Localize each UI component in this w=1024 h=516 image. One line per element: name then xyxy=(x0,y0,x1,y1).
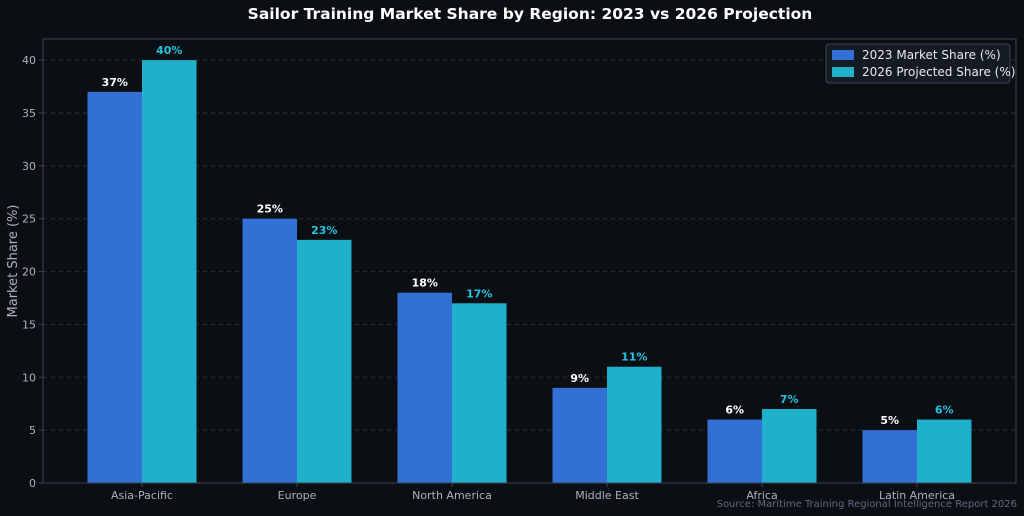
bar xyxy=(242,218,297,483)
data-label: 23% xyxy=(311,224,337,237)
y-tick-label: 20 xyxy=(22,266,36,279)
x-tick-label: Middle East xyxy=(575,489,639,502)
data-label: 7% xyxy=(780,393,799,406)
x-tick-label: Asia-Pacific xyxy=(111,489,173,502)
data-label: 25% xyxy=(257,203,283,216)
bar xyxy=(707,419,762,483)
chart-title: Sailor Training Market Share by Region: … xyxy=(248,5,813,23)
y-tick-label: 25 xyxy=(22,213,36,226)
data-label: 6% xyxy=(725,404,744,417)
bar xyxy=(917,419,972,483)
y-tick-label: 15 xyxy=(22,318,36,331)
x-tick-label: Africa xyxy=(746,489,777,502)
bar xyxy=(87,91,142,483)
bar xyxy=(397,292,452,483)
y-tick-label: 40 xyxy=(22,54,36,67)
data-label: 11% xyxy=(621,351,647,364)
legend-swatch xyxy=(832,67,854,77)
bars xyxy=(87,60,972,484)
data-label: 18% xyxy=(412,277,438,290)
plot-frame xyxy=(42,38,1017,484)
legend-box xyxy=(825,43,1011,84)
data-label: 17% xyxy=(466,287,492,300)
y-tick-label: 0 xyxy=(29,477,36,490)
bar xyxy=(297,239,352,483)
data-labels: 37% 40% 25% 23% 18% 17% 9% 11% 6% 7% 5% 6% xyxy=(102,44,954,427)
data-label: 6% xyxy=(935,404,954,417)
data-label: 9% xyxy=(570,372,589,385)
bar xyxy=(452,303,507,483)
y-axis-title: Market Share (%) xyxy=(6,205,21,318)
y-tick-label: 30 xyxy=(22,160,36,173)
x-tick-label: Latin America xyxy=(879,489,955,502)
source-note: Source: Maritime Training Regional Intel… xyxy=(717,499,1017,510)
bar xyxy=(552,387,607,483)
bar xyxy=(762,409,817,483)
data-label: 5% xyxy=(880,414,899,427)
data-label: 40% xyxy=(156,44,182,57)
bar xyxy=(607,366,662,483)
y-tick-label: 5 xyxy=(29,424,36,437)
y-tick-label: 35 xyxy=(22,107,36,120)
y-tick-label: 10 xyxy=(22,371,36,384)
data-label: 37% xyxy=(102,76,128,89)
x-tick-label: Europe xyxy=(278,489,317,502)
x-tick-label: North America xyxy=(412,489,492,502)
legend-label: 2026 Projected Share (%) xyxy=(862,65,1015,79)
bar xyxy=(142,60,197,484)
legend: 2023 Market Share (%) 2026 Projected Shar… xyxy=(825,43,1015,84)
bar xyxy=(862,430,917,483)
axes: 0 5 10 15 20 25 30 35 40 Asia-Pacific Europe North … xyxy=(22,38,1017,502)
legend-swatch xyxy=(832,50,854,60)
legend-label: 2023 Market Share (%) xyxy=(862,48,1001,62)
